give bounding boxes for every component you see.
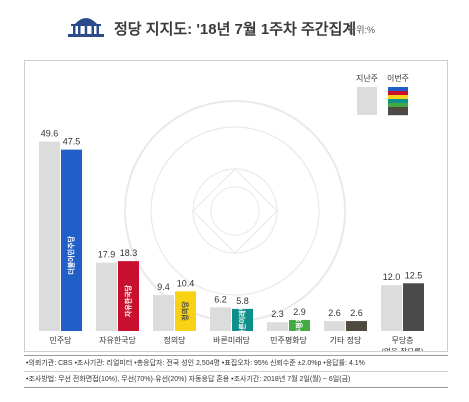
party-logo-2: 정의당 xyxy=(180,301,189,321)
labels-group: 49.6 47.5 민주당 17.9 18.3 자유한국당 9.4 10.4 정의당 6.2 5.8… xyxy=(41,129,424,351)
party-logo-3: 바른미래당 xyxy=(237,303,246,336)
bar-prev-week-2 xyxy=(153,295,174,331)
legend-swatch-this-stripe-3 xyxy=(388,99,408,104)
bar-this-week-1 xyxy=(118,261,139,331)
bar-prev-week-5 xyxy=(324,321,345,331)
value-label-prev-2: 9.4 xyxy=(157,282,170,292)
bar-this-week-5 xyxy=(346,321,367,331)
footnote-line-1: •의뢰기관: CBS •조사기관: 리얼미터 •총응답자: 전국 성인 2,50… xyxy=(26,360,365,367)
value-label-prev-3: 6.2 xyxy=(214,294,227,304)
legend: 지난주 이번주 xyxy=(356,73,409,116)
bar-this-week-0 xyxy=(61,149,82,331)
legend-swatch-this-stripe-1 xyxy=(388,91,408,96)
category-label-3: 바른미래당 xyxy=(213,335,250,345)
value-label-this-6: 12.5 xyxy=(405,270,423,280)
legend-swatch-this-stripe-5 xyxy=(388,107,408,112)
bar-prev-week-6 xyxy=(381,285,402,331)
value-label-this-1: 18.3 xyxy=(120,248,138,258)
legend-swatch-this-stripe-0 xyxy=(388,87,408,92)
legend-swatch-this-stripe-4 xyxy=(388,103,408,108)
value-label-this-5: 2.6 xyxy=(350,308,363,318)
category-sublabel-6: (없음·잘모름) xyxy=(382,347,424,351)
value-label-prev-0: 49.6 xyxy=(41,129,59,139)
legend-label-prev: 지난주 xyxy=(356,74,378,83)
category-label-2: 정의당 xyxy=(163,335,186,345)
value-label-this-4: 2.9 xyxy=(293,307,306,317)
category-label-0: 민주당 xyxy=(49,335,72,345)
chart-header: 정당 지지도: '18년 7월 1주차 주간집계 단위:% xyxy=(0,0,469,58)
party-logo-4: 민주평화당 xyxy=(294,309,303,342)
value-label-prev-5: 2.6 xyxy=(328,308,341,318)
value-label-prev-1: 17.9 xyxy=(98,250,116,260)
legend-swatch-this-stripe-6 xyxy=(388,111,408,116)
value-label-prev-4: 2.3 xyxy=(271,309,284,319)
legend-swatch-prev xyxy=(357,87,377,115)
value-label-this-0: 47.5 xyxy=(63,137,81,147)
bar-this-week-4 xyxy=(289,319,310,331)
bar-prev-week-3 xyxy=(210,307,231,331)
legend-swatch-this-stripe-2 xyxy=(388,95,408,100)
category-label-5: 기타 정당 xyxy=(330,335,362,345)
party-logo-1: 자유한국당 xyxy=(123,284,132,317)
legend-label-this: 이번주 xyxy=(387,73,409,83)
category-label-4: 민주평화당 xyxy=(270,335,307,345)
chart-panel: 지난주 이번주 더불어민주당 자유한국당 정의당 바른미래당 민주평화당 49.6 47.5… xyxy=(24,60,448,352)
party-logo-0: 더불어민주당 xyxy=(66,235,75,274)
bar-this-week-2 xyxy=(175,291,196,331)
category-label-1: 자유한국당 xyxy=(99,335,136,345)
value-label-this-2: 10.4 xyxy=(177,278,195,288)
unit-label: 단위:% xyxy=(348,25,376,35)
national-assembly-icon xyxy=(68,18,104,37)
value-label-prev-6: 12.0 xyxy=(383,272,401,282)
chart-title: 정당 지지도: '18년 7월 1주차 주간집계 xyxy=(114,21,357,38)
bar-this-week-3 xyxy=(232,308,253,331)
bar-prev-week-1 xyxy=(96,262,117,331)
value-label-this-3: 5.8 xyxy=(236,296,249,306)
bar-this-week-6 xyxy=(403,283,424,331)
footnote-line-2: •조사방법: 무선 전화면접(10%), 무선(70%)·유선(20%) 자동응… xyxy=(24,371,448,387)
category-label-6: 무당층 xyxy=(391,335,413,345)
survey-footnote: •의뢰기관: CBS •조사기관: 리얼미터 •총응답자: 전국 성인 2,50… xyxy=(24,355,448,388)
bar-prev-week-0 xyxy=(39,141,60,331)
bar-prev-week-4 xyxy=(267,322,288,331)
